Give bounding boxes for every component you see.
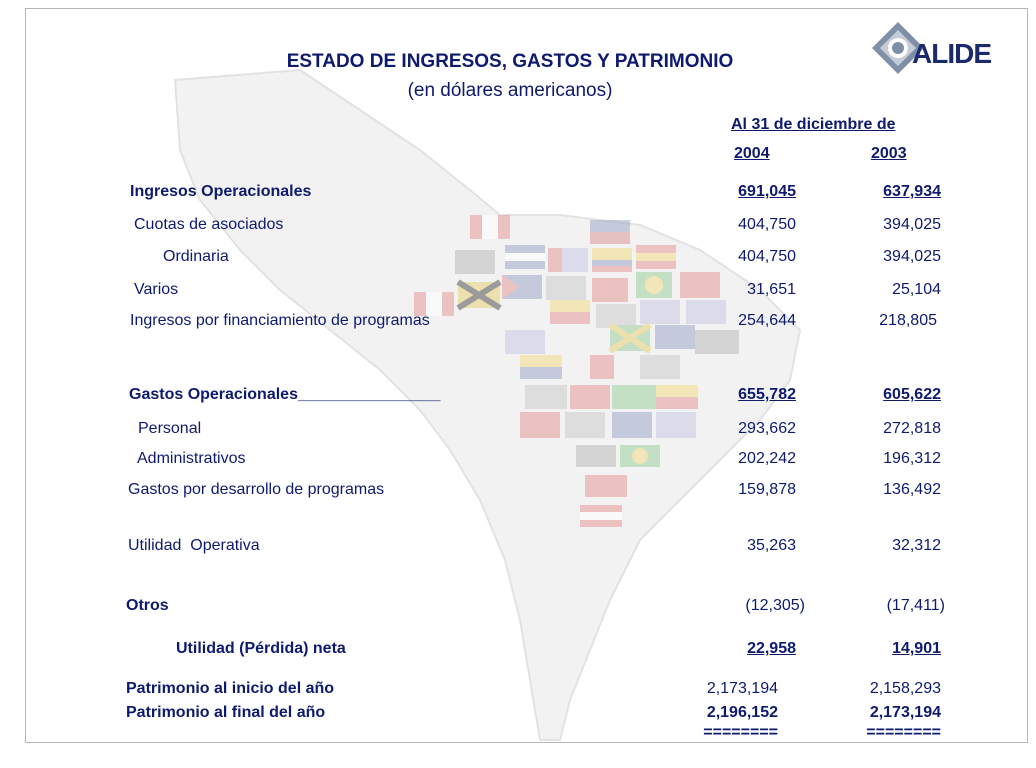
administrativos-label: Administrativos xyxy=(137,450,246,467)
patrimonio-inicio-2004: 2,173,194 xyxy=(706,680,778,697)
flag-tiles xyxy=(414,215,739,527)
gastos-operacionales-label: Gastos Operacionales________________ xyxy=(129,386,441,403)
double-rule-2004: ======== xyxy=(703,724,778,741)
cuotas-label: Cuotas de asociados xyxy=(134,216,284,233)
utilidad-neta-label: Utilidad (Pérdida) neta xyxy=(176,640,346,657)
page-title: ESTADO DE INGRESOS, GASTOS Y PATRIMONIO xyxy=(286,51,734,72)
utilidad-operativa-2003: 32,312 xyxy=(892,537,941,554)
varios-2003: 25,104 xyxy=(892,281,941,298)
gastos-operacionales-2004: 655,782 xyxy=(738,386,796,403)
patrimonio-final-2003: 2,173,194 xyxy=(869,704,941,721)
personal-2004: 293,662 xyxy=(738,420,796,437)
desarrollo-2004: 159,878 xyxy=(738,481,796,498)
cuotas-2004: 404,750 xyxy=(738,216,796,233)
financiamiento-2004: 254,644 xyxy=(738,312,796,329)
period-label: Al 31 de diciembre de xyxy=(731,116,896,133)
ingresos-operacionales-2004: 691,045 xyxy=(738,183,796,200)
patrimonio-inicio-2003: 2,158,293 xyxy=(869,680,941,697)
utilidad-neta-2003: 14,901 xyxy=(892,640,941,657)
patrimonio-final-2004: 2,196,152 xyxy=(706,704,778,721)
varios-2004: 31,651 xyxy=(747,281,796,298)
ingresos-operacionales-2003: 637,934 xyxy=(883,183,941,200)
varios-label: Varios xyxy=(134,281,179,298)
financiamiento-2003: 218,805 xyxy=(879,312,937,329)
year-2004-header: 2004 xyxy=(734,145,770,162)
utilidad-neta-2004: 22,958 xyxy=(747,640,796,657)
logo-text: ALIDE xyxy=(912,38,992,69)
personal-2003: 272,818 xyxy=(883,420,941,437)
ordinaria-2004: 404,750 xyxy=(738,248,796,265)
utilidad-operativa-label: Utilidad Operativa xyxy=(128,537,260,554)
utilidad-operativa-2004: 35,263 xyxy=(747,537,796,554)
double-rule-2003: ======== xyxy=(866,724,941,741)
gastos-operacionales-2003: 605,622 xyxy=(883,386,941,403)
personal-label: Personal xyxy=(138,420,202,437)
otros-2003: (17,411) xyxy=(886,597,945,614)
patrimonio-final-label: Patrimonio al final del año xyxy=(126,704,326,721)
page-subtitle: (en dólares americanos) xyxy=(407,80,613,101)
otros-2004: (12,305) xyxy=(745,597,805,614)
desarrollo-2003: 136,492 xyxy=(883,481,941,498)
patrimonio-inicio-label: Patrimonio al inicio del año xyxy=(126,680,335,697)
alide-diamond-icon xyxy=(872,22,924,74)
desarrollo-label: Gastos por desarrollo de programas xyxy=(128,481,385,498)
cuotas-2003: 394,025 xyxy=(883,216,941,233)
administrativos-2004: 202,242 xyxy=(738,450,796,467)
page-frame xyxy=(25,8,1028,743)
administrativos-2003: 196,312 xyxy=(883,450,941,467)
year-2003-header: 2003 xyxy=(871,145,907,162)
ordinaria-label: Ordinaria xyxy=(163,248,229,265)
ordinaria-2003: 394,025 xyxy=(883,248,941,265)
ingresos-operacionales-label: Ingresos Operacionales xyxy=(130,183,312,200)
continent-outline xyxy=(173,68,802,741)
otros-label: Otros xyxy=(126,597,169,614)
financiamiento-label: Ingresos por financiamiento de programas xyxy=(130,312,430,329)
